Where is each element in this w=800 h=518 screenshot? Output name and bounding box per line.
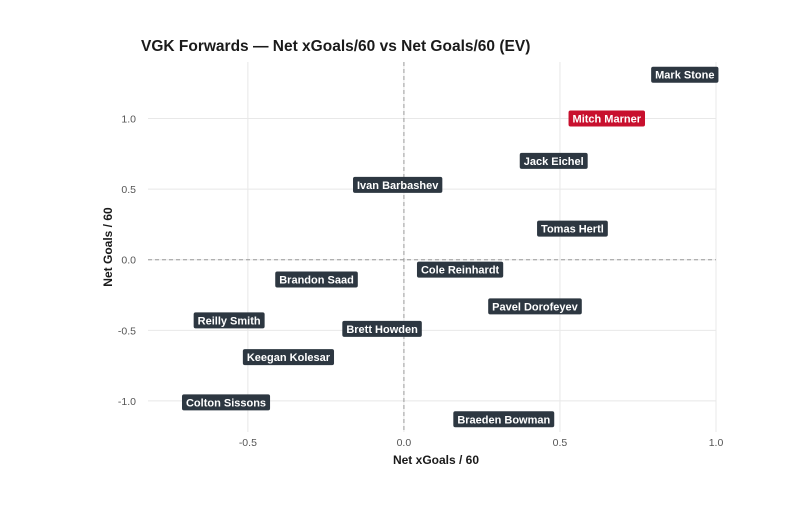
y-tick-label: -1.0 bbox=[118, 396, 136, 408]
label-box bbox=[488, 298, 582, 315]
x-axis-ticks: -0.5 0.0 0.5 1.0 bbox=[239, 437, 724, 449]
label-box bbox=[181, 394, 271, 411]
point-label-text: Brett Howden bbox=[346, 324, 418, 336]
reference-lines bbox=[148, 62, 716, 432]
point-label: Colton Sissons bbox=[181, 394, 271, 411]
data-points: Mark Stone Mitch Marner Jack Eichel Ivan Ba… bbox=[181, 66, 719, 428]
y-tick-label: 0.0 bbox=[121, 255, 136, 267]
label-box bbox=[519, 152, 588, 169]
label-box bbox=[416, 261, 504, 278]
point-label: Pavel Dorofeyev bbox=[488, 298, 582, 315]
point-label: Brett Howden bbox=[342, 320, 422, 337]
x-tick-label: -0.5 bbox=[239, 437, 257, 449]
y-tick-label: -0.5 bbox=[118, 325, 136, 337]
point-label-text: Tomas Hertl bbox=[541, 224, 604, 236]
y-tick-label: 0.5 bbox=[121, 184, 136, 196]
point-label-text: Mitch Marner bbox=[573, 113, 642, 125]
highlight-label-box bbox=[568, 110, 646, 127]
y-axis-ticks: -1.0 -0.5 0.0 0.5 1.0 bbox=[118, 113, 136, 407]
point-label: Braeden Bowman bbox=[453, 411, 555, 428]
label-box bbox=[537, 220, 608, 237]
label-box bbox=[242, 349, 335, 366]
point-label: Tomas Hertl bbox=[537, 220, 608, 237]
point-label-text: Colton Sissons bbox=[186, 397, 266, 409]
x-tick-label: 0.5 bbox=[553, 437, 568, 449]
point-label: Brandon Saad bbox=[275, 271, 358, 288]
x-axis-label: Net xGoals / 60 bbox=[393, 453, 479, 467]
y-axis-label: Net Goals / 60 bbox=[101, 207, 115, 287]
point-label-text: Cole Reinhardt bbox=[421, 265, 500, 277]
point-label-text: Keegan Kolesar bbox=[247, 352, 331, 364]
x-tick-label: 1.0 bbox=[709, 437, 724, 449]
label-box bbox=[453, 411, 555, 428]
point-label: Mark Stone bbox=[651, 66, 719, 83]
point-label-text: Braeden Bowman bbox=[457, 414, 550, 426]
label-box bbox=[651, 66, 719, 83]
point-label: Jack Eichel bbox=[519, 152, 588, 169]
point-label-text: Pavel Dorofeyev bbox=[492, 301, 578, 313]
point-label-text: Jack Eichel bbox=[524, 156, 584, 168]
chart-title: VGK Forwards — Net xGoals/60 vs Net Goal… bbox=[141, 38, 531, 55]
point-label-text: Mark Stone bbox=[655, 70, 714, 82]
point-label: Cole Reinhardt bbox=[416, 261, 504, 278]
label-box bbox=[353, 176, 443, 193]
grid-lines bbox=[148, 62, 717, 432]
label-box bbox=[342, 320, 422, 337]
label-box bbox=[193, 312, 265, 329]
y-tick-label: 1.0 bbox=[121, 113, 136, 125]
x-tick-label: 0.0 bbox=[397, 437, 412, 449]
point-label: Mitch Marner bbox=[568, 110, 646, 127]
point-label-text: Ivan Barbashev bbox=[357, 180, 439, 192]
point-label: Reilly Smith bbox=[193, 312, 265, 329]
label-box bbox=[275, 271, 358, 288]
point-label-text: Reilly Smith bbox=[198, 315, 261, 327]
point-label-text: Brandon Saad bbox=[279, 274, 354, 286]
point-label: Ivan Barbashev bbox=[353, 176, 443, 193]
point-label: Keegan Kolesar bbox=[242, 349, 335, 366]
